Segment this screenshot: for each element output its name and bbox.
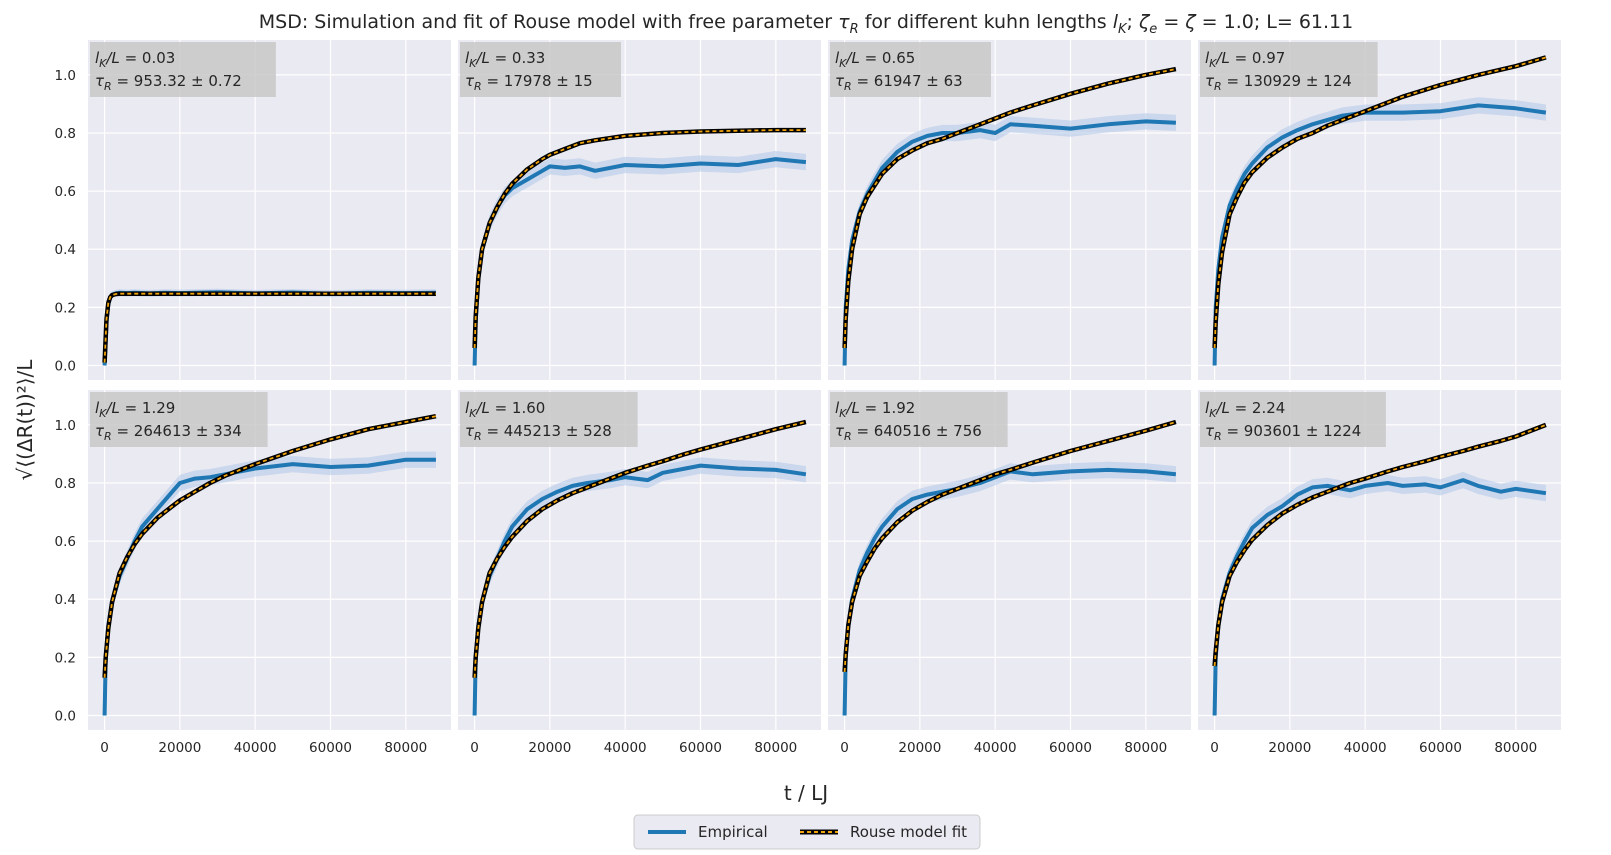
y-tick-label: 0.6 — [55, 184, 76, 200]
annotation-box — [1200, 392, 1386, 447]
x-tick-label: 0 — [470, 740, 479, 756]
annotation-tau: τR = 953.32 ± 0.72 — [95, 72, 242, 93]
x-tick-label: 60000 — [309, 740, 352, 756]
y-tick-label: 0.2 — [55, 300, 76, 316]
x-tick-label: 20000 — [898, 740, 941, 756]
fit-line-dash — [843, 421, 1177, 672]
annotation-lk: lK/L = 0.33 — [465, 49, 545, 70]
annotation-lk: lK/L = 1.92 — [835, 399, 915, 420]
annotation-lk: lK/L = 0.03 — [95, 49, 175, 70]
x-tick-label: 20000 — [1268, 740, 1311, 756]
annotation-tau: τR = 445213 ± 528 — [465, 422, 612, 443]
empirical-band — [104, 288, 436, 366]
y-tick-label: 1.0 — [55, 418, 76, 434]
annotation-box — [90, 392, 268, 447]
annotation-tau: τR = 17978 ± 15 — [465, 72, 593, 93]
x-tick-label: 80000 — [754, 740, 797, 756]
panel-5: 0.0 0.2 0.4 0.6 0.8 1.0 0 20000 40000 60000 80000 l… — [55, 390, 451, 756]
legend-empirical-label: Empirical — [698, 823, 768, 841]
annotation-tau: τR = 130929 ± 124 — [1205, 72, 1352, 93]
y-axis-label: √⟨(ΔR(t))²⟩/L — [13, 359, 37, 481]
x-tick-label: 60000 — [1049, 740, 1092, 756]
fit-line-dash — [1213, 424, 1547, 667]
annotation-lk: lK/L = 0.65 — [835, 49, 915, 70]
figure-title: MSD: Simulation and fit of Rouse model w… — [259, 11, 1354, 37]
annotation-tau: τR = 903601 ± 1224 — [1205, 422, 1361, 443]
x-tick-label: 0 — [100, 740, 109, 756]
x-tick-label: 40000 — [1344, 740, 1387, 756]
x-tick-label: 40000 — [604, 740, 647, 756]
y-tick-label: 0.8 — [55, 476, 76, 492]
x-tick-label: 60000 — [1419, 740, 1462, 756]
x-tick-label: 80000 — [1124, 740, 1167, 756]
y-tick-label: 1.0 — [55, 68, 76, 84]
fit-line-dash — [103, 292, 436, 363]
fit-line-dash — [843, 68, 1177, 349]
fit-line-dash — [473, 421, 807, 678]
x-tick-label: 60000 — [679, 740, 722, 756]
x-tick-label: 80000 — [1494, 740, 1537, 756]
annotation-box — [830, 392, 1008, 447]
annotation-box — [1200, 42, 1378, 97]
empirical-line — [1212, 103, 1547, 366]
x-tick-label: 0 — [1210, 740, 1219, 756]
annotation-tau: τR = 640516 ± 756 — [835, 422, 982, 443]
x-tick-label: 80000 — [384, 740, 427, 756]
annotation-box — [90, 42, 276, 97]
y-tick-label: 0.6 — [55, 534, 76, 550]
x-tick-label: 40000 — [974, 740, 1017, 756]
x-tick-label: 20000 — [528, 740, 571, 756]
fit-line-dash — [103, 415, 437, 678]
y-tick-label: 0.0 — [55, 358, 76, 374]
annotation-tau: τR = 264613 ± 334 — [95, 422, 242, 443]
annotation-box — [830, 42, 991, 97]
annotation-lk: lK/L = 1.29 — [95, 399, 175, 420]
annotation-box — [460, 392, 638, 447]
x-tick-label: 0 — [840, 740, 849, 756]
annotation-box — [460, 42, 621, 97]
y-tick-label: 0.4 — [55, 242, 76, 258]
annotation-lk: lK/L = 1.60 — [465, 399, 545, 420]
annotation-tau: τR = 61947 ± 63 — [835, 72, 963, 93]
annotation-lk: lK/L = 0.97 — [1205, 49, 1285, 70]
x-tick-label: 20000 — [158, 740, 201, 756]
legend-fit-label: Rouse model fit — [850, 823, 967, 841]
x-axis-label: t / LJ — [784, 781, 828, 805]
x-tick-label: 40000 — [234, 740, 277, 756]
legend: Empirical Rouse model fit — [633, 814, 981, 850]
y-tick-label: 0.8 — [55, 126, 76, 142]
y-tick-label: 0.0 — [55, 708, 76, 724]
annotation-lk: lK/L = 2.24 — [1205, 399, 1285, 420]
empirical-band — [1214, 471, 1546, 716]
fit-line-dash — [1213, 56, 1547, 349]
y-tick-label: 0.2 — [55, 650, 76, 666]
y-tick-label: 0.4 — [55, 592, 76, 608]
fit-line-dash — [473, 129, 806, 349]
